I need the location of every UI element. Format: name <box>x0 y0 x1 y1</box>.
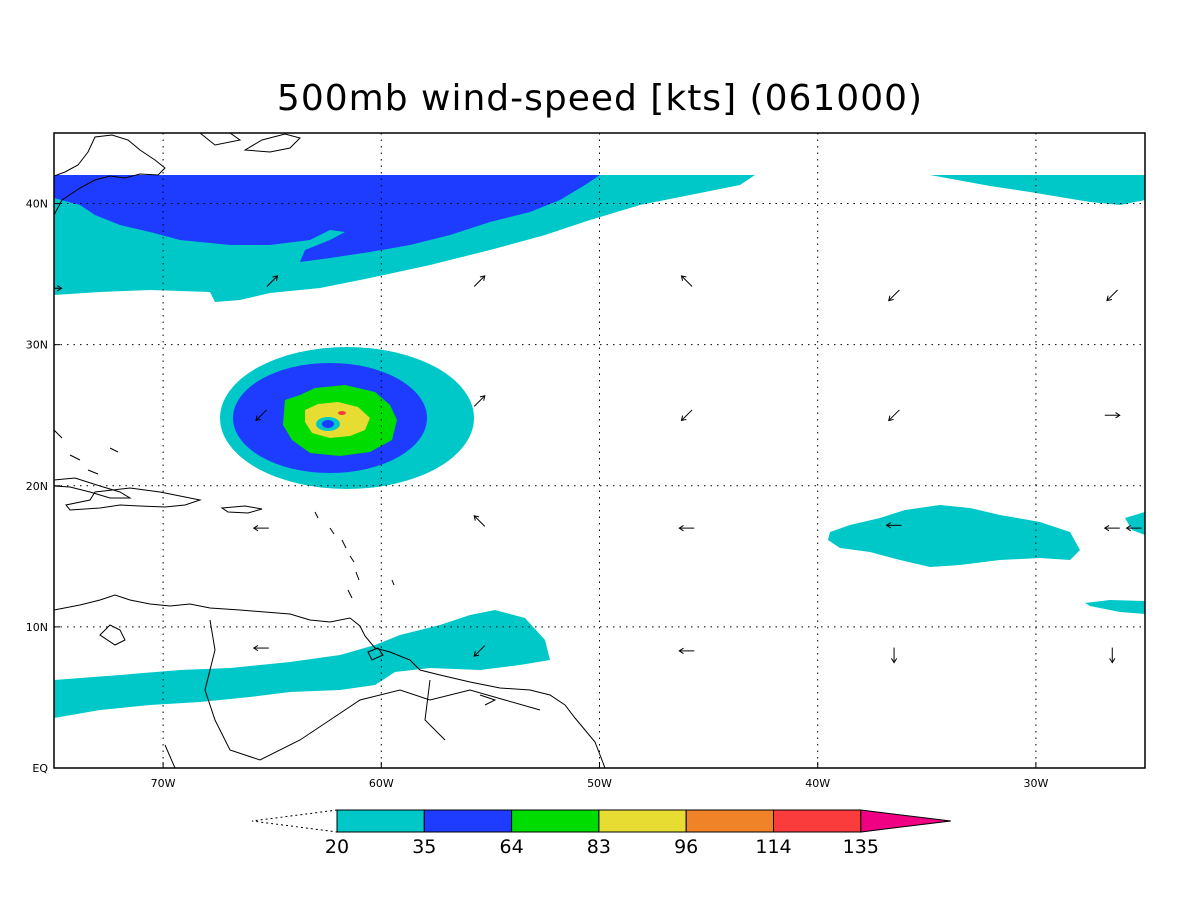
wind-vector-arrow <box>888 289 900 302</box>
wind-vector-arrow <box>266 275 279 287</box>
wind-vector-arrow <box>252 525 269 532</box>
lon-tick-label: 40W <box>805 777 830 790</box>
wind-vector-arrow <box>888 409 900 422</box>
wind-vector-arrow <box>1109 647 1116 664</box>
colorbar-level-label: 20 <box>325 836 349 858</box>
wind-vector-arrow <box>473 515 486 527</box>
hurricane-eye-red <box>338 411 346 415</box>
colorbar-level-label: 83 <box>587 836 611 858</box>
colorbar-level-label: 35 <box>412 836 436 858</box>
wind-vector-arrow <box>890 647 898 664</box>
hurricane-eye-blue <box>322 420 334 428</box>
east-sliver-cyan <box>1085 600 1145 614</box>
jet-blue-core <box>54 175 600 262</box>
colorbar: 20 35 64 83 96 114 135 <box>251 809 951 858</box>
lon-tick-label: 30W <box>1023 777 1048 790</box>
coast-puerto-rico <box>220 505 263 514</box>
east-edge-cyan <box>1125 512 1145 535</box>
wind-vector-arrow <box>54 285 63 292</box>
colorbar-level-label: 135 <box>843 836 879 858</box>
colorbar-level-label: 64 <box>500 836 524 858</box>
border-lines <box>164 619 541 768</box>
colorbar-level-label: 96 <box>674 836 698 858</box>
wind-vector-arrow <box>885 522 902 529</box>
lon-tick-label: 60W <box>369 777 394 790</box>
wind-vectors <box>54 275 1142 664</box>
wind-vector-arrow <box>1125 525 1142 532</box>
coast-northeast-us <box>54 134 166 216</box>
wind-vector-arrow <box>473 645 486 657</box>
wind-vector-arrow <box>473 275 486 287</box>
coast-south-america <box>54 594 606 768</box>
coast-nova-scotia <box>243 133 301 153</box>
lon-tick-label: 50W <box>587 777 612 790</box>
lat-tick-label: 10N <box>26 621 48 634</box>
wind-speed-shading <box>54 175 1145 718</box>
south-band-cyan <box>54 610 550 718</box>
wind-vector-arrow <box>1106 289 1118 302</box>
colorbar-segment <box>423 809 513 833</box>
wind-vector-arrow <box>680 275 693 287</box>
coast-cuba <box>54 477 132 499</box>
wind-vector-arrow <box>255 409 267 422</box>
colorbar-upper-extend <box>860 809 951 833</box>
colorbar-segment <box>685 809 775 833</box>
colorbar-level-label: 114 <box>755 836 791 858</box>
coast-venezuela-interior <box>99 624 126 646</box>
coastlines <box>54 133 606 768</box>
coast-hispaniola <box>65 487 202 511</box>
wind-vector-arrow <box>1104 412 1121 419</box>
coast-trinidad <box>367 647 384 661</box>
map-title: 500mb wind-speed [kts] (061000) <box>276 78 924 119</box>
lat-tick-label: 30N <box>26 339 48 352</box>
lat-tick-label: 40N <box>26 198 48 211</box>
colorbar-segment <box>511 809 600 833</box>
coast-newfoundland <box>199 133 242 146</box>
colorbar-segment <box>773 809 862 833</box>
wind-vector-arrow <box>678 647 695 654</box>
lat-tick-label: 20N <box>26 480 48 493</box>
east-atlantic-cyan <box>828 505 1080 567</box>
colorbar-lower-extend <box>251 809 338 833</box>
wind-vector-arrow <box>252 644 269 652</box>
coast-bahamas <box>54 429 119 475</box>
lon-tick-label: 70W <box>151 777 176 790</box>
axis-labels: 70W 60W 50W 40W 30W EQ 10N 20N 30N 40N <box>26 198 1049 790</box>
plot-frame <box>53 132 1146 769</box>
colorbar-segment <box>336 809 425 833</box>
wind-vector-arrow <box>680 409 693 422</box>
colorbar-segment <box>598 809 687 833</box>
wind-vector-arrow <box>678 525 695 532</box>
lat-lon-grid <box>54 133 1145 769</box>
wind-vector-arrow <box>1103 525 1120 532</box>
wind-vector-arrow <box>473 395 486 407</box>
coast-lesser-antilles <box>314 511 395 599</box>
jet-cyan-east <box>930 175 1145 205</box>
lat-tick-label: EQ <box>32 762 48 775</box>
